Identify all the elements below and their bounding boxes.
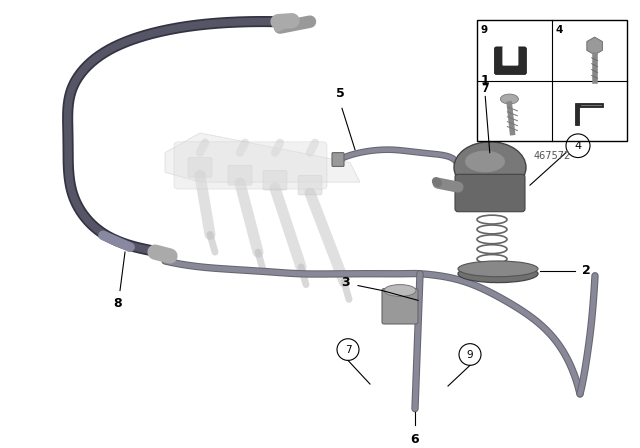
Text: 5: 5 bbox=[335, 87, 344, 100]
Text: 2: 2 bbox=[582, 264, 591, 277]
FancyBboxPatch shape bbox=[502, 46, 518, 66]
Text: 7: 7 bbox=[345, 345, 351, 354]
FancyBboxPatch shape bbox=[188, 158, 212, 177]
Text: 9: 9 bbox=[481, 25, 488, 35]
Ellipse shape bbox=[458, 261, 538, 277]
FancyBboxPatch shape bbox=[382, 289, 418, 324]
Polygon shape bbox=[165, 133, 360, 182]
Text: 467572: 467572 bbox=[533, 151, 571, 161]
Text: 6: 6 bbox=[411, 433, 419, 446]
Text: 4: 4 bbox=[556, 25, 563, 35]
Ellipse shape bbox=[465, 151, 505, 172]
Text: 8: 8 bbox=[114, 297, 122, 310]
Text: 9: 9 bbox=[467, 349, 474, 359]
Ellipse shape bbox=[458, 265, 538, 283]
Polygon shape bbox=[575, 103, 603, 125]
Text: 7: 7 bbox=[481, 85, 488, 95]
FancyBboxPatch shape bbox=[263, 170, 287, 190]
Ellipse shape bbox=[384, 284, 416, 297]
FancyBboxPatch shape bbox=[174, 142, 327, 189]
FancyBboxPatch shape bbox=[332, 153, 344, 166]
FancyBboxPatch shape bbox=[455, 174, 525, 212]
Bar bbox=[477, 20, 627, 141]
Text: 4: 4 bbox=[575, 141, 582, 151]
FancyBboxPatch shape bbox=[494, 47, 526, 74]
Ellipse shape bbox=[500, 94, 518, 104]
Text: 3: 3 bbox=[341, 276, 350, 289]
Ellipse shape bbox=[454, 142, 526, 193]
FancyBboxPatch shape bbox=[298, 175, 322, 195]
Text: 1: 1 bbox=[481, 73, 490, 86]
FancyBboxPatch shape bbox=[228, 165, 252, 185]
